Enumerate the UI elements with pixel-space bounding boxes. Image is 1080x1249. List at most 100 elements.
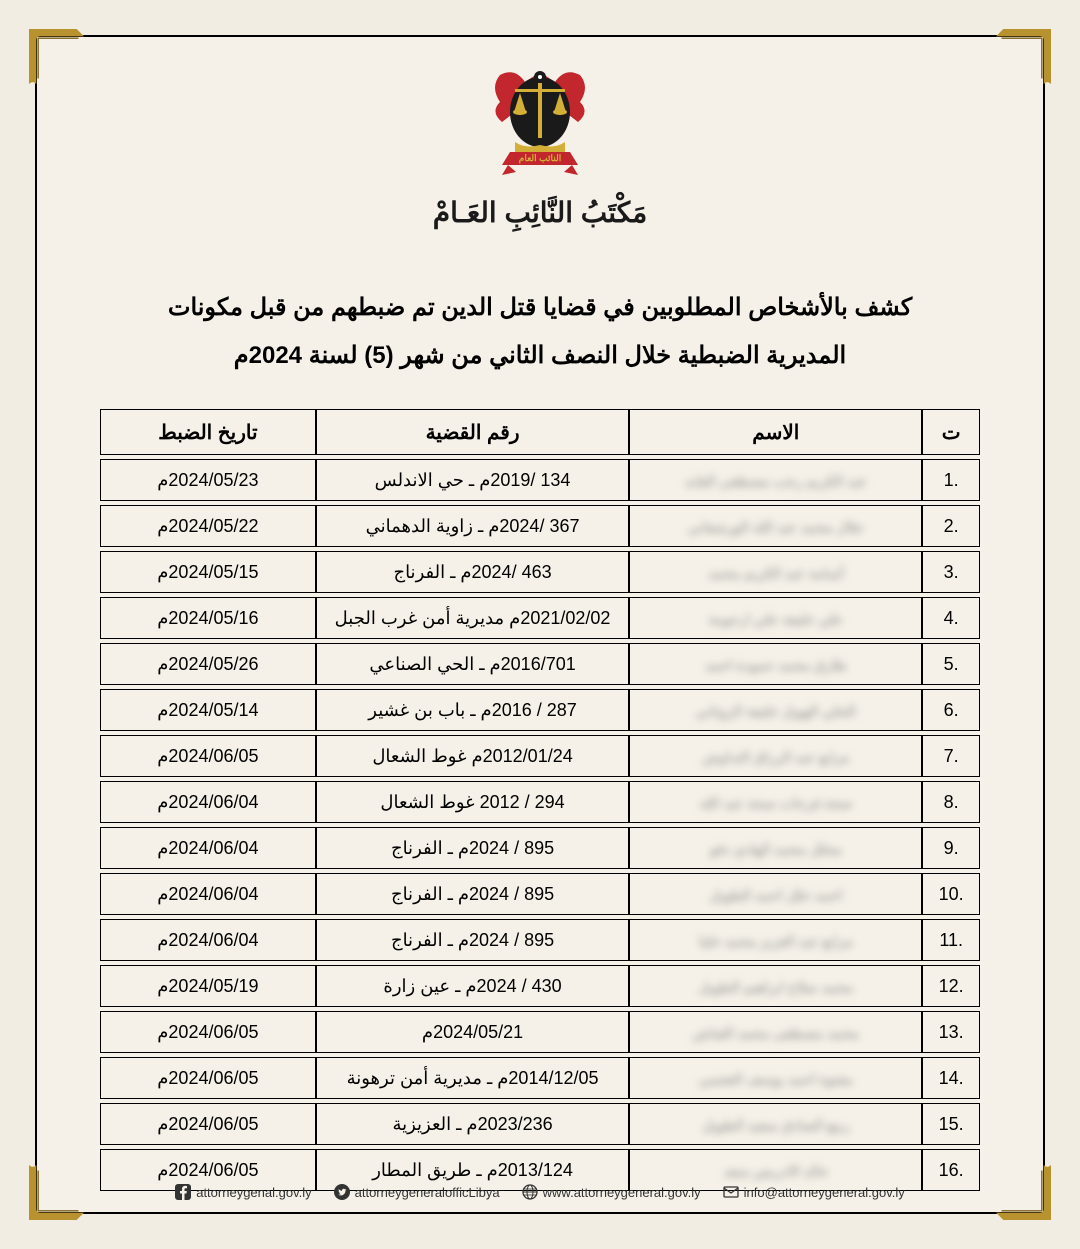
cell-arrest-date: 2024/05/15م: [100, 551, 316, 593]
facebook-icon: [175, 1184, 191, 1200]
table-row: .13محمد مصطفى محمد القناش2024/05/21م2024…: [100, 1011, 980, 1053]
table-row: .14مفتوة احمد يوسف العجمي2014/12/05م ـ م…: [100, 1057, 980, 1099]
cell-arrest-date: 2024/05/16م: [100, 597, 316, 639]
cell-name-redacted: محلل محمد الهادي دقو: [629, 827, 922, 869]
cell-arrest-date: 2024/06/04م: [100, 781, 316, 823]
cell-arrest-date: 2024/05/23م: [100, 459, 316, 501]
cell-index: .12: [922, 965, 980, 1007]
cell-arrest-date: 2024/06/05م: [100, 1057, 316, 1099]
cell-index: .10: [922, 873, 980, 915]
cell-name-redacted: مفتوة احمد يوسف العجمي: [629, 1057, 922, 1099]
table-row: .9محلل محمد الهادي دقو895 / 2024م ـ الفر…: [100, 827, 980, 869]
table-row: .5طارق محمد حمودة احمد2016/701م ـ الحي ا…: [100, 643, 980, 685]
cell-index: .9: [922, 827, 980, 869]
cell-case-number: 463 /2024م ـ الفرناج: [316, 551, 630, 593]
cell-name-redacted: احمد خلل احمد الطويل: [629, 873, 922, 915]
table-row: .12محمد صلاح ابراهيم الطويل430 / 2024م ـ…: [100, 965, 980, 1007]
twitter-icon: [334, 1184, 350, 1200]
document-title: كشف بالأشخاص المطلوبين في قضايا قتل الدي…: [108, 284, 972, 380]
cell-arrest-date: 2024/05/26م: [100, 643, 316, 685]
table-row: .15ربيع الصادق سعيد الطويل2023/236م ـ ال…: [100, 1103, 980, 1145]
corner-ornament: [996, 29, 1051, 84]
cell-name-redacted: محمد مصطفى محمد القناش: [629, 1011, 922, 1053]
cell-arrest-date: 2024/06/05م: [100, 735, 316, 777]
title-line-2: المديرية الضبطية خلال النصف الثاني من شه…: [168, 332, 912, 380]
cell-arrest-date: 2024/05/14م: [100, 689, 316, 731]
cell-index: .1: [922, 459, 980, 501]
cell-arrest-date: 2024/06/04م: [100, 827, 316, 869]
table-row: .4علي خليفة علي ارحومة2021/02/02م مديرية…: [100, 597, 980, 639]
cell-name-redacted: علي خليفة علي ارحومة: [629, 597, 922, 639]
cell-case-number: 2016/701م ـ الحي الصناعي: [316, 643, 630, 685]
col-header-case: رقم القضية: [316, 409, 630, 455]
footer-email-text: info@attorneygeneral.gov.ly: [744, 1185, 905, 1200]
data-table-container: ت الاسم رقم القضية تاريخ الضبط .1عبد الك…: [100, 405, 980, 1195]
cell-arrest-date: 2024/05/22م: [100, 505, 316, 547]
cell-index: .5: [922, 643, 980, 685]
footer-twitter: attorneygeneralofficLibya: [334, 1184, 500, 1200]
footer-email: info@attorneygeneral.gov.ly: [723, 1184, 905, 1200]
footer-contacts: attorneygenal.gov.ly attorneygeneraloffi…: [37, 1184, 1043, 1200]
cell-index: .4: [922, 597, 980, 639]
cell-index: .8: [922, 781, 980, 823]
table-row: .10احمد خلل احمد الطويل895 / 2024م ـ الف…: [100, 873, 980, 915]
table-row: .8صحة فرحات صحة عبد الله294 / 2012 غوط ا…: [100, 781, 980, 823]
footer-web-text: www.attorneygeneral.gov.ly: [543, 1185, 701, 1200]
col-header-name: الاسم: [629, 409, 922, 455]
cell-case-number: 2024/05/21م: [316, 1011, 630, 1053]
cell-name-redacted: مرابع عبد العزيز محمد خليا: [629, 919, 922, 961]
cell-name-redacted: جلال محمد عبد الله الورشفاني: [629, 505, 922, 547]
table-row: .7مرابع عبد الرزاق التداوش2012/01/24م غو…: [100, 735, 980, 777]
footer-facebook: attorneygenal.gov.ly: [175, 1184, 311, 1200]
table-row: .1عبد الكريم رجب مصطفى القايد134 /2019م …: [100, 459, 980, 501]
title-line-1: كشف بالأشخاص المطلوبين في قضايا قتل الدي…: [168, 284, 912, 332]
cell-index: .11: [922, 919, 980, 961]
cell-index: .7: [922, 735, 980, 777]
office-logo: النائب العام: [470, 57, 610, 192]
cell-name-redacted: طارق محمد حمودة احمد: [629, 643, 922, 685]
table-row: .11مرابع عبد العزيز محمد خليا895 / 2024م…: [100, 919, 980, 961]
cell-index: .3: [922, 551, 980, 593]
cell-case-number: 895 / 2024م ـ الفرناج: [316, 919, 630, 961]
table-row: .2جلال محمد عبد الله الورشفاني367 /2024م…: [100, 505, 980, 547]
col-header-date: تاريخ الضبط: [100, 409, 316, 455]
cell-case-number: 287 / 2016م ـ باب بن غشير: [316, 689, 630, 731]
cell-name-redacted: مرابع عبد الرزاق التداوش: [629, 735, 922, 777]
office-name: مَكْتَبُ النَّائِبِ العَـامْ: [433, 196, 647, 229]
footer-facebook-text: attorneygenal.gov.ly: [196, 1185, 311, 1200]
cell-case-number: 294 / 2012 غوط الشعال: [316, 781, 630, 823]
cell-case-number: 895 / 2024م ـ الفرناج: [316, 873, 630, 915]
cell-name-redacted: صحة فرحات صحة عبد الله: [629, 781, 922, 823]
document-frame: النائب العام مَكْتَبُ النَّائِبِ العَـام…: [35, 35, 1045, 1214]
svg-text:النائب العام: النائب العام: [519, 153, 561, 164]
cell-case-number: 2014/12/05م ـ مديرية أمن ترهونة: [316, 1057, 630, 1099]
table-row: .3أسامة عبد الكريم محمد463 /2024م ـ الفر…: [100, 551, 980, 593]
cell-case-number: 895 / 2024م ـ الفرناج: [316, 827, 630, 869]
corner-ornament: [29, 29, 84, 84]
cell-index: .13: [922, 1011, 980, 1053]
cell-index: .15: [922, 1103, 980, 1145]
cell-name-redacted: عبد الكريم رجب مصطفى القايد: [629, 459, 922, 501]
document-page: النائب العام مَكْتَبُ النَّائِبِ العَـام…: [0, 0, 1080, 1249]
cell-name-redacted: أسامة عبد الكريم محمد: [629, 551, 922, 593]
col-header-index: ت: [922, 409, 980, 455]
cell-case-number: 134 /2019م ـ حي الاندلس: [316, 459, 630, 501]
cell-arrest-date: 2024/05/19م: [100, 965, 316, 1007]
cell-case-number: 2021/02/02م مديرية أمن غرب الجبل: [316, 597, 630, 639]
cell-index: .2: [922, 505, 980, 547]
cell-arrest-date: 2024/06/05م: [100, 1011, 316, 1053]
globe-icon: [522, 1184, 538, 1200]
cell-name-redacted: ربيع الصادق سعيد الطويل: [629, 1103, 922, 1145]
footer-twitter-text: attorneygeneralofficLibya: [355, 1185, 500, 1200]
cell-case-number: 2012/01/24م غوط الشعال: [316, 735, 630, 777]
wanted-persons-table: ت الاسم رقم القضية تاريخ الضبط .1عبد الك…: [100, 405, 980, 1195]
email-icon: [723, 1184, 739, 1200]
cell-arrest-date: 2024/06/05م: [100, 1103, 316, 1145]
table-row: .6الحلي الهويل خليفة الزوتاني287 / 2016م…: [100, 689, 980, 731]
cell-arrest-date: 2024/06/04م: [100, 873, 316, 915]
cell-name-redacted: محمد صلاح ابراهيم الطويل: [629, 965, 922, 1007]
footer-web: www.attorneygeneral.gov.ly: [522, 1184, 701, 1200]
cell-arrest-date: 2024/06/04م: [100, 919, 316, 961]
cell-index: .14: [922, 1057, 980, 1099]
cell-index: .6: [922, 689, 980, 731]
